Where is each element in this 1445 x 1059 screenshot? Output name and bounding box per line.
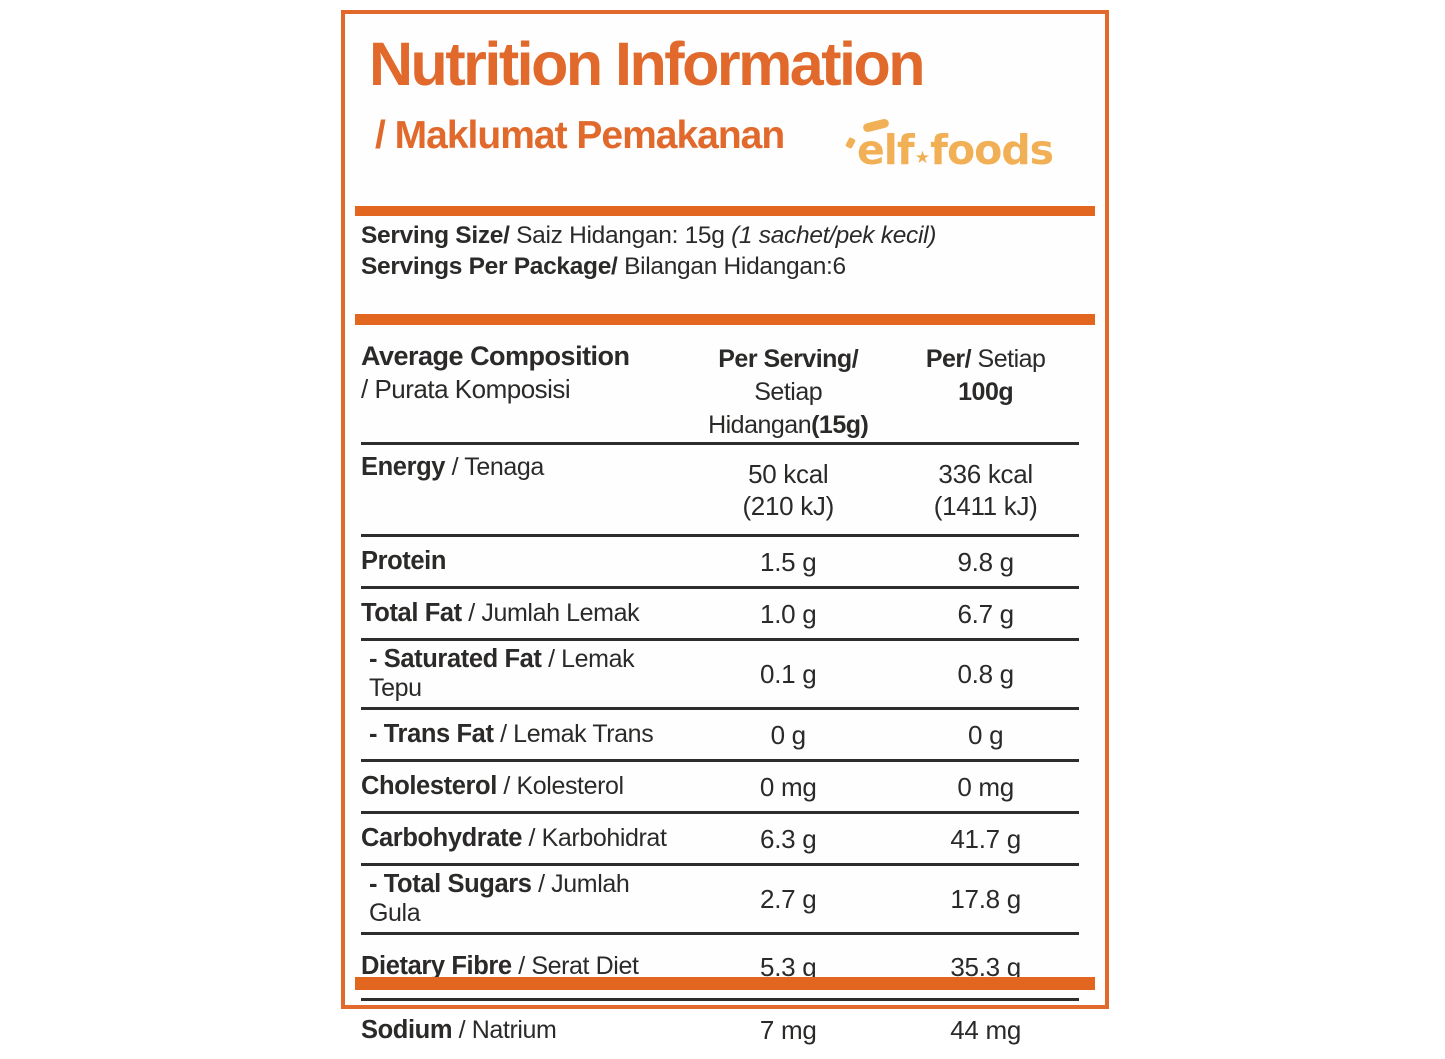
per-serving-value: 50 kcal (210 kJ) [742, 458, 834, 521]
nutrient-label: Dietary Fibre / Serat Diet [361, 948, 684, 985]
per-100g-value: 41.7 g [950, 823, 1021, 854]
column-header-composition-en: Average Composition [361, 341, 630, 371]
nutrient-name-translation: / Jumlah Gula [369, 870, 630, 927]
nutrient-name-translation: / Natrium [452, 1015, 557, 1044]
divider-bar-middle [355, 314, 1095, 325]
table-row: Total Fat / Jumlah Lemak 1.0 g 6.7 g [361, 589, 1079, 641]
serving-size-label: Serving Size/ [361, 222, 510, 249]
nutrient-label: Protein [361, 543, 684, 580]
per-100g-value: 9.8 g [957, 546, 1014, 577]
servings-per-package-label: Servings Per Package/ [361, 253, 618, 280]
column-header-per-serving-amount: (15g) [811, 411, 869, 439]
nutrient-name: Protein [361, 547, 447, 575]
column-header-per-100g: Per/ Setiap 100g [892, 340, 1079, 409]
logo-text-elf: elf [857, 126, 915, 174]
nutrient-name: Carbohydrate [361, 824, 522, 852]
serving-size-note: (1 sachet/pek kecil) [731, 222, 937, 249]
serving-size-line: Serving Size/ Saiz Hidangan: 15g (1 sach… [361, 220, 1091, 251]
table-row: Carbohydrate / Karbohidrat 6.3 g 41.7 g [361, 814, 1079, 866]
per-serving-value: 6.3 g [760, 823, 817, 854]
per-100g-value: 0 mg [957, 771, 1014, 802]
table-row: Dietary Fibre / Serat Diet 5.3 g 35.3 g [361, 935, 1079, 1001]
nutrient-label: - Total Sugars / Jumlah Gula [361, 866, 684, 932]
divider-bar-bottom [355, 977, 1095, 990]
nutrient-label: Carbohydrate / Karbohidrat [361, 820, 684, 857]
divider-bar-top [355, 206, 1095, 216]
per-serving-value: 0 mg [759, 771, 817, 802]
nutrient-name-translation: / Jumlah Lemak [461, 599, 640, 627]
table-row: Protein 1.5 g 9.8 g [361, 537, 1079, 589]
nutrient-name: - Saturated Fat [369, 645, 542, 673]
table-row: - Total Sugars / Jumlah Gula 2.7 g 17.8 … [361, 866, 1079, 935]
per-100g-value: 17.8 g [950, 884, 1021, 914]
per-serving-value: 0.1 g [760, 659, 817, 689]
column-header-per-label: Per/ [925, 345, 972, 373]
per-serving-value: 5.3 g [760, 951, 817, 982]
logo-text-foods: foods [930, 126, 1054, 174]
column-header-composition: Average Composition / Purata Komposisi [361, 340, 684, 406]
nutrient-label: Cholesterol / Kolesterol [361, 768, 684, 805]
nutrient-name: - Trans Fat [369, 720, 494, 748]
nutrient-name: - Total Sugars [369, 870, 532, 898]
nutrition-table: Average Composition / Purata Komposisi P… [345, 332, 1105, 1059]
nutrient-name: Energy [361, 453, 446, 481]
column-header-per-serving-my: Setiap Hidangan [708, 378, 823, 439]
nutrient-label: Total Fat / Jumlah Lemak [361, 595, 684, 632]
nutrient-name-translation: / Kolesterol [496, 772, 624, 800]
nutrient-name-translation: / Tenaga [445, 453, 545, 481]
serving-size-value: Saiz Hidangan: 15g [509, 222, 732, 249]
nutrition-label-frame: Nutrition Information / Maklumat Pemakan… [341, 10, 1109, 1045]
per-100g-value: 0.8 g [957, 659, 1014, 689]
per-100g-value: 0 g [968, 719, 1004, 750]
nutrient-name: Dietary Fibre [361, 952, 512, 980]
spark-icon [845, 136, 856, 150]
nutrient-label: Energy / Tenaga [361, 445, 684, 486]
column-header-per-serving-en: Per Serving/ [718, 345, 859, 373]
per-100g-value: 336 kcal (1411 kJ) [933, 458, 1038, 521]
per-100g-value: 6.7 g [957, 598, 1014, 629]
column-header-composition-my: / Purata Komposisi [361, 374, 571, 404]
per-100g-value: 35.3 g [950, 951, 1021, 982]
per-serving-value: 0 g [770, 719, 807, 750]
per-serving-value: 7 mg [759, 1015, 817, 1045]
per-serving-value: 2.7 g [760, 884, 817, 914]
servings-per-package-value: Bilangan Hidangan:6 [617, 253, 846, 280]
table-row: Sodium / Natrium 7 mg 44 mg [361, 1001, 1079, 1059]
per-serving-value: 1.5 g [760, 546, 817, 577]
column-header-per-serving: Per Serving/ Setiap Hidangan(15g) [684, 340, 892, 442]
table-row: - Trans Fat / Lemak Trans 0 g 0 g [361, 710, 1079, 762]
page-subtitle: / Maklumat Pemakanan [375, 114, 785, 157]
table-header-row: Average Composition / Purata Komposisi P… [361, 332, 1079, 445]
table-body: Energy / Tenaga 50 kcal (210 kJ) 336 kcal… [361, 445, 1079, 1059]
elf-foods-logo: elf★foods [845, 117, 1054, 171]
star-icon: ★ [914, 148, 930, 168]
table-row: Energy / Tenaga 50 kcal (210 kJ) 336 kcal… [361, 445, 1079, 537]
nutrient-name: Total Fat [361, 599, 462, 627]
nutrient-label: - Trans Fat / Lemak Trans [361, 716, 684, 753]
nutrient-label: Sodium / Natrium [361, 1012, 684, 1049]
nutrient-name: Sodium [361, 1015, 453, 1044]
servings-per-package-line: Servings Per Package/ Bilangan Hidangan:… [361, 251, 1091, 282]
per-100g-value: 44 mg [950, 1015, 1022, 1045]
nutrient-name-translation: / Lemak Tepu [369, 645, 635, 702]
nutrient-name: Cholesterol [361, 772, 497, 800]
per-serving-value: 1.0 g [760, 598, 817, 629]
page-title: Nutrition Information [369, 30, 926, 98]
nutrient-name-translation: / Lemak Trans [493, 720, 654, 748]
table-row: Cholesterol / Kolesterol 0 mg 0 mg [361, 762, 1079, 814]
column-header-100g-amount: 100g [958, 378, 1014, 406]
serving-info: Serving Size/ Saiz Hidangan: 15g (1 sach… [361, 220, 1091, 282]
table-row: - Saturated Fat / Lemak Tepu 0.1 g 0.8 g [361, 641, 1079, 710]
nutrient-label: - Saturated Fat / Lemak Tepu [361, 641, 684, 707]
nutrient-name-translation: / Karbohidrat [522, 824, 667, 852]
nutrient-name-translation: / Serat Diet [511, 952, 639, 980]
column-header-setiap-label: Setiap [971, 345, 1046, 373]
